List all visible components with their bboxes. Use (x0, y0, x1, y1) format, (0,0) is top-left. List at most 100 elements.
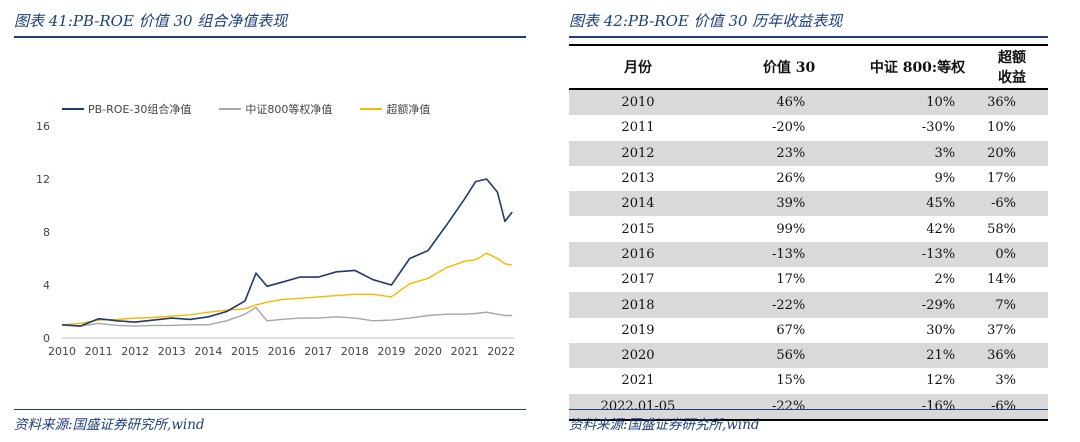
table-cell: -22% (706, 393, 838, 421)
table-cell: 2% (934, 272, 956, 288)
table-cell: -22% (706, 292, 838, 318)
chart-legend: PB-ROE-30组合净值 中证800等权净值 超额净值 (62, 101, 430, 117)
table-row: 2017 17% 2% 14% (569, 267, 1048, 292)
table-row: 2020 56% 21% 36% (569, 342, 1048, 369)
table-cell: 37% (987, 322, 1016, 338)
table-cell: -6% (987, 191, 1048, 217)
table-cell: 26% (776, 171, 806, 187)
header-value30: 价值 30 (706, 44, 838, 90)
legend-label-pbroe: PB-ROE-30组合净值 (88, 103, 192, 116)
table-cell: 17% (776, 272, 806, 288)
table-cell: 20% (987, 140, 1048, 166)
annual-returns-table: 月份 价值 30 中证 800:等权 超额收益 2010 46% 10% 36% 201… (569, 44, 1048, 421)
table-row: 2016 -13% -13% 0% (569, 241, 1048, 268)
table-cell: 2019 (621, 322, 655, 338)
x-tick-label: 2020 (414, 345, 442, 358)
table-row: 2012 23% 3% 20% (569, 140, 1048, 166)
table-cell: 2022.01-05 (569, 393, 707, 421)
table-cell: 7% (987, 292, 1048, 318)
table-cell: 14% (987, 272, 1016, 288)
table-cell: -16% (837, 393, 988, 421)
left-source-note: 资料来源:国盛证券研究所,wind (14, 417, 205, 433)
y-tick-label: 0 (43, 332, 50, 345)
series-line-csi800 (61, 306, 513, 327)
y-tick-label: 8 (43, 226, 50, 239)
x-tick-label: 2021 (451, 345, 479, 358)
x-tick-label: 2010 (48, 345, 76, 358)
header-month: 月份 (569, 44, 707, 90)
legend-swatch-pbroe (62, 108, 84, 110)
table-cell: 36% (987, 342, 1048, 369)
table-header-row: 月份 价值 30 中证 800:等权 超额收益 (569, 44, 1048, 90)
right-title-rule (569, 36, 1048, 38)
x-tick-label: 2019 (377, 345, 405, 358)
table-cell: 2010 (569, 89, 707, 116)
header-excess: 超额收益 (987, 44, 1048, 90)
legend-item-csi800: 中证800等权净值 (219, 101, 332, 117)
left-footer-rule (14, 409, 526, 410)
table-cell: -6% (987, 393, 1048, 421)
y-tick-label: 4 (43, 279, 50, 292)
table-cell: 12% (926, 373, 956, 389)
legend-label-excess: 超额净值 (386, 103, 431, 116)
table-cell: -29% (837, 292, 988, 318)
left-panel-title: 图表 41:PB-ROE 价值 30 组合净值表现 (14, 12, 288, 30)
table-body: 2010 46% 10% 36% 2011 -20% -30% 10% 2012 23% 3% 20%… (569, 89, 1048, 421)
series-line-pbroe (61, 178, 513, 327)
table-cell: 10% (837, 89, 988, 116)
table-cell: 99% (776, 221, 806, 237)
table-cell: 67% (776, 322, 806, 338)
table-row: 2014 39% 45% -6% (569, 191, 1048, 217)
x-tick-label: 2011 (85, 345, 113, 358)
table-cell: 21% (837, 342, 988, 369)
legend-label-csi800: 中证800等权净值 (245, 103, 333, 116)
table-cell: 3% (837, 140, 988, 166)
right-source-note: 资料来源:国盛证券研究所,wind (569, 417, 760, 433)
table-cell: 56% (706, 342, 838, 369)
table-cell: 2017 (621, 272, 655, 288)
table-cell: 2020 (569, 342, 707, 369)
table-cell: 0% (987, 241, 1048, 268)
y-tick-label: 16 (36, 120, 50, 133)
table-row: 2022.01-05 -22% -16% -6% (569, 393, 1048, 421)
table-cell: 42% (926, 221, 956, 237)
table-cell: 2013 (621, 171, 655, 187)
legend-item-excess: 超额净值 (360, 101, 430, 117)
table-cell: 2018 (569, 292, 707, 318)
table-cell: 36% (987, 89, 1048, 116)
y-tick-label: 12 (36, 173, 50, 186)
x-tick-label: 2016 (268, 345, 296, 358)
table-cell: 10% (987, 120, 1016, 136)
legend-item-pbroe: PB-ROE-30组合净值 (62, 101, 191, 117)
table-cell: 17% (987, 171, 1016, 187)
table-row: 2013 26% 9% 17% (569, 166, 1048, 191)
x-tick-label: 2015 (231, 345, 259, 358)
table-cell: -30% (921, 120, 956, 136)
table-cell: 23% (706, 140, 838, 166)
table-cell: 2014 (569, 191, 707, 217)
table-row: 2010 46% 10% 36% (569, 89, 1048, 116)
table-cell: 46% (706, 89, 838, 116)
table-row: 2021 15% 12% 3% (569, 368, 1048, 393)
table-cell: 30% (926, 322, 956, 338)
table-cell: 9% (934, 171, 956, 187)
x-tick-label: 2017 (304, 345, 332, 358)
x-tick-label: 2013 (158, 345, 186, 358)
x-tick-label: 2014 (194, 345, 222, 358)
series-line-excess (61, 252, 513, 326)
header-csi800: 中证 800:等权 (837, 44, 988, 90)
table-cell: 3% (995, 373, 1016, 389)
table-cell: -20% (771, 120, 806, 136)
table-cell: 45% (837, 191, 988, 217)
table-row: 2015 99% 42% 58% (569, 216, 1048, 241)
table-cell: 2015 (621, 221, 655, 237)
table-cell: -13% (706, 241, 838, 268)
legend-swatch-csi800 (219, 108, 242, 110)
x-tick-label: 2012 (121, 345, 149, 358)
table-cell: 39% (706, 191, 838, 217)
x-tick-label: 2018 (341, 345, 369, 358)
table-cell: 58% (987, 221, 1016, 237)
right-footer-rule (569, 409, 1048, 410)
legend-swatch-excess (360, 108, 383, 110)
table-cell: 2016 (569, 241, 707, 268)
